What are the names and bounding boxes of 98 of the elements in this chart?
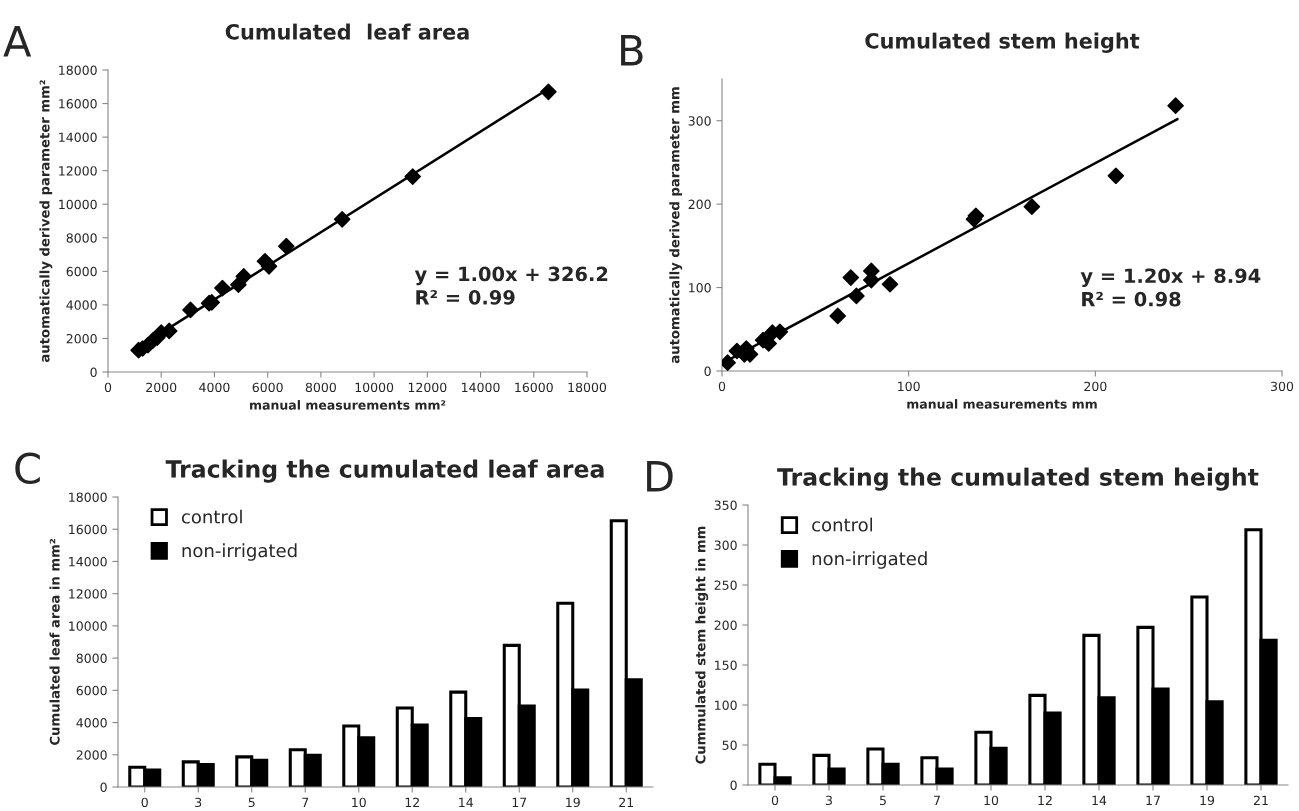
x-tick-label: 7 [302, 797, 309, 807]
y-axis-title: automatically derived parameter mm [669, 87, 683, 364]
x-tick-label: 12 [1038, 795, 1052, 805]
y-tick-label: 16000 [59, 99, 97, 109]
y-tick-label: 300 [714, 540, 737, 550]
y-tick-label: 2000 [76, 750, 107, 760]
y-tick-label: 0 [90, 367, 97, 377]
x-tick-label: 10 [352, 797, 366, 808]
x-tick-label: 8000 [305, 382, 336, 393]
y-tick-label: 14000 [69, 556, 107, 567]
x-tick-label: 21 [619, 797, 634, 807]
x-tick-label: 6000 [252, 382, 283, 393]
chart-title: Tracking the cumulated stem height [777, 467, 1259, 491]
y-axis-title: automatically derived parameter mm² [39, 80, 53, 363]
annotation: y = 1.20x + 8.94 R² = 0.98 [1080, 268, 1261, 307]
x-tick-label: 18000 [568, 382, 607, 393]
point [1107, 167, 1125, 185]
annotation: y = 1.00x + 326.2 R² = 0.99 [414, 266, 608, 305]
point [333, 211, 351, 228]
y-tick-label: 100 [715, 700, 737, 710]
y-tick-label: 18000 [69, 492, 107, 502]
point [277, 237, 295, 255]
x-tick-label: 12000 [408, 382, 447, 393]
x-tick-label: 4000 [199, 382, 230, 393]
x-tick-label: 200 [1084, 381, 1107, 392]
x-tick-label: 100 [898, 381, 920, 392]
x-tick-label: 0 [771, 795, 779, 806]
point [235, 268, 253, 285]
x-tick-label: 21 [1253, 795, 1268, 805]
y-tick-label: 6000 [76, 685, 107, 696]
chart-title: Cumulated stem height [865, 32, 1140, 53]
x-tick-label: 17 [512, 797, 527, 807]
x-tick-label: 2000 [146, 382, 177, 393]
x-tick-label: 7 [934, 795, 940, 805]
y-tick-label: 16000 [69, 524, 107, 535]
y-tick-label: 350 [714, 500, 737, 510]
point [540, 83, 557, 101]
x-tick-label: 14 [1092, 795, 1107, 805]
y-tick-label: 150 [715, 660, 737, 670]
y-tick-label: 4000 [66, 300, 97, 310]
x-tick-label: 10000 [355, 382, 394, 393]
point [404, 168, 421, 185]
x-tick-label: 300 [1271, 381, 1294, 392]
x-tick-label: 5 [879, 795, 886, 806]
point [881, 275, 899, 293]
y-tick-label: 10000 [59, 199, 97, 210]
y-tick-label: 250 [714, 580, 737, 590]
x-axis-title: manual measurements mm² [250, 400, 446, 410]
legend-label: non-irrigated [182, 543, 297, 561]
x-tick-label: 3 [825, 795, 832, 806]
y-tick-label: 50 [722, 740, 737, 750]
y-tick-label: 0 [704, 366, 711, 376]
point [829, 307, 847, 325]
point [1167, 97, 1184, 114]
x-tick-label: 17 [1146, 795, 1160, 805]
legend-label: non-irrigated [812, 551, 927, 569]
y-tick-label: 200 [688, 199, 711, 210]
y-axis-title: Cumulated leaf area in mm² [49, 539, 60, 745]
point [842, 269, 860, 286]
point [214, 279, 231, 297]
y-tick-label: 0 [730, 780, 737, 790]
x-tick-label: 16000 [515, 382, 553, 393]
y-tick-label: 200 [714, 620, 737, 630]
point [182, 301, 199, 319]
x-tick-label: 5 [248, 797, 255, 808]
y-tick-label: 4000 [76, 718, 107, 728]
x-tick-label: 19 [566, 797, 580, 808]
y-tick-label: 8000 [66, 233, 97, 243]
chart-title: Tracking the cumulated leaf area [165, 459, 604, 483]
y-tick-label: 10000 [69, 621, 107, 631]
text: C [15, 452, 40, 485]
legend-label: control [812, 517, 873, 532]
x-tick-label: 14 [459, 797, 473, 807]
legend-label: control [181, 509, 242, 524]
x-tick-label: 14000 [462, 382, 500, 393]
y-tick-label: 300 [688, 116, 711, 126]
y-tick-label: 0 [100, 782, 107, 792]
x-axis-title: manual measurements mm [907, 399, 1097, 409]
y-tick-label: 6000 [66, 266, 97, 277]
x-tick-label: 3 [195, 797, 202, 808]
x-tick-label: 12 [405, 797, 419, 807]
y-tick-label: 100 [689, 283, 711, 293]
point [1023, 198, 1041, 215]
text: D [647, 461, 673, 492]
y-tick-label: 2000 [66, 333, 97, 344]
y-tick-label: 8000 [76, 653, 107, 664]
point [848, 287, 865, 305]
y-tick-label: 12000 [59, 166, 97, 176]
x-tick-label: 19 [1200, 795, 1215, 806]
x-tick-label: 0 [141, 797, 148, 808]
y-tick-label: 18000 [59, 65, 97, 75]
y-tick-label: 12000 [69, 589, 107, 599]
y-tick-label: 14000 [59, 132, 97, 143]
x-tick-label: 10 [984, 795, 999, 806]
text: B [621, 35, 643, 66]
y-axis-title: Cummulated stem height in mm [695, 526, 709, 764]
chart-title: Cumulated leaf area [225, 23, 469, 40]
text: A [3, 26, 32, 57]
